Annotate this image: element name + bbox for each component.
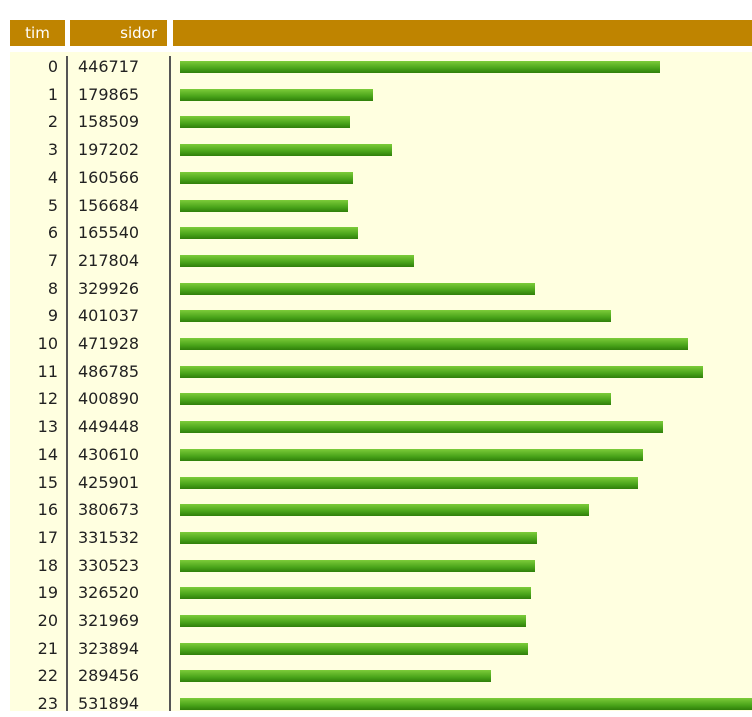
separator (169, 56, 171, 711)
page-count: 449448 (78, 417, 140, 437)
hour-label: 3 (47, 140, 58, 160)
bar (180, 227, 359, 240)
page-count: 329926 (78, 278, 140, 298)
bar (180, 171, 353, 184)
bar (180, 421, 664, 434)
bar (180, 448, 644, 461)
bar (180, 88, 374, 101)
hour-label: 19 (37, 583, 58, 603)
hour-label: 1 (47, 84, 58, 104)
hour-label: 5 (47, 195, 58, 215)
page-count: 165540 (78, 223, 140, 243)
hour-label: 17 (37, 527, 58, 547)
hour-label: 2 (47, 112, 58, 132)
page-count: 380673 (78, 500, 140, 520)
bar (180, 199, 349, 212)
page-count: 531894 (78, 694, 140, 714)
hour-label: 22 (37, 666, 58, 686)
bar (180, 393, 612, 406)
bar (180, 670, 492, 683)
page-count: 400890 (78, 389, 140, 409)
bar (180, 310, 612, 323)
page-count: 471928 (78, 334, 140, 353)
hour-label: 6 (47, 223, 58, 243)
bar (180, 365, 704, 378)
page-count: 160566 (78, 167, 140, 187)
hour-label: 15 (37, 472, 58, 492)
bar (180, 559, 536, 572)
hour-label: 9 (47, 306, 58, 326)
hour-label: 4 (47, 167, 58, 187)
page-count: 158509 (78, 112, 140, 132)
page-count: 430610 (78, 444, 140, 464)
hour-label: 10 (37, 334, 58, 353)
page-count: 446717 (78, 57, 140, 76)
header-bar (173, 20, 752, 46)
hour-label: 21 (37, 638, 58, 658)
bar (180, 144, 393, 157)
hour-label: 7 (47, 250, 58, 270)
page-count: 331532 (78, 527, 140, 547)
bar (180, 254, 415, 267)
page-count: 425901 (78, 472, 140, 492)
page-count: 486785 (78, 361, 140, 381)
hour-label: 11 (37, 361, 58, 381)
page-count: 326520 (78, 583, 140, 603)
bar (180, 698, 752, 711)
page-count: 217804 (78, 250, 140, 270)
bar (180, 587, 532, 600)
page-count: 156684 (78, 195, 140, 215)
bar (180, 531, 537, 544)
bar (180, 338, 688, 350)
header-sidor: sidor (70, 20, 167, 46)
page-count: 401037 (78, 306, 140, 326)
page-count: 323894 (78, 638, 140, 658)
page-count: 321969 (78, 611, 140, 630)
bar (180, 615, 527, 627)
bar (180, 116, 351, 129)
hour-label: 12 (37, 389, 58, 409)
hour-label: 8 (47, 278, 58, 298)
page-count: 197202 (78, 140, 140, 160)
hour-label: 14 (37, 444, 58, 464)
bar (180, 504, 590, 517)
hour-label: 20 (37, 611, 58, 630)
bar (180, 642, 529, 655)
hour-label: 13 (37, 417, 58, 437)
hour-label: 0 (47, 57, 58, 76)
separator (66, 56, 68, 711)
page-count: 179865 (78, 84, 140, 104)
bar (180, 61, 661, 73)
bar (180, 282, 535, 295)
hour-label: 23 (37, 694, 58, 714)
bar (180, 476, 638, 489)
page-count: 289456 (78, 666, 140, 686)
hour-label: 18 (37, 555, 58, 575)
header-tim: tim (10, 20, 65, 46)
table-body (10, 52, 752, 711)
page-count: 330523 (78, 555, 140, 575)
hour-label: 16 (37, 500, 58, 520)
